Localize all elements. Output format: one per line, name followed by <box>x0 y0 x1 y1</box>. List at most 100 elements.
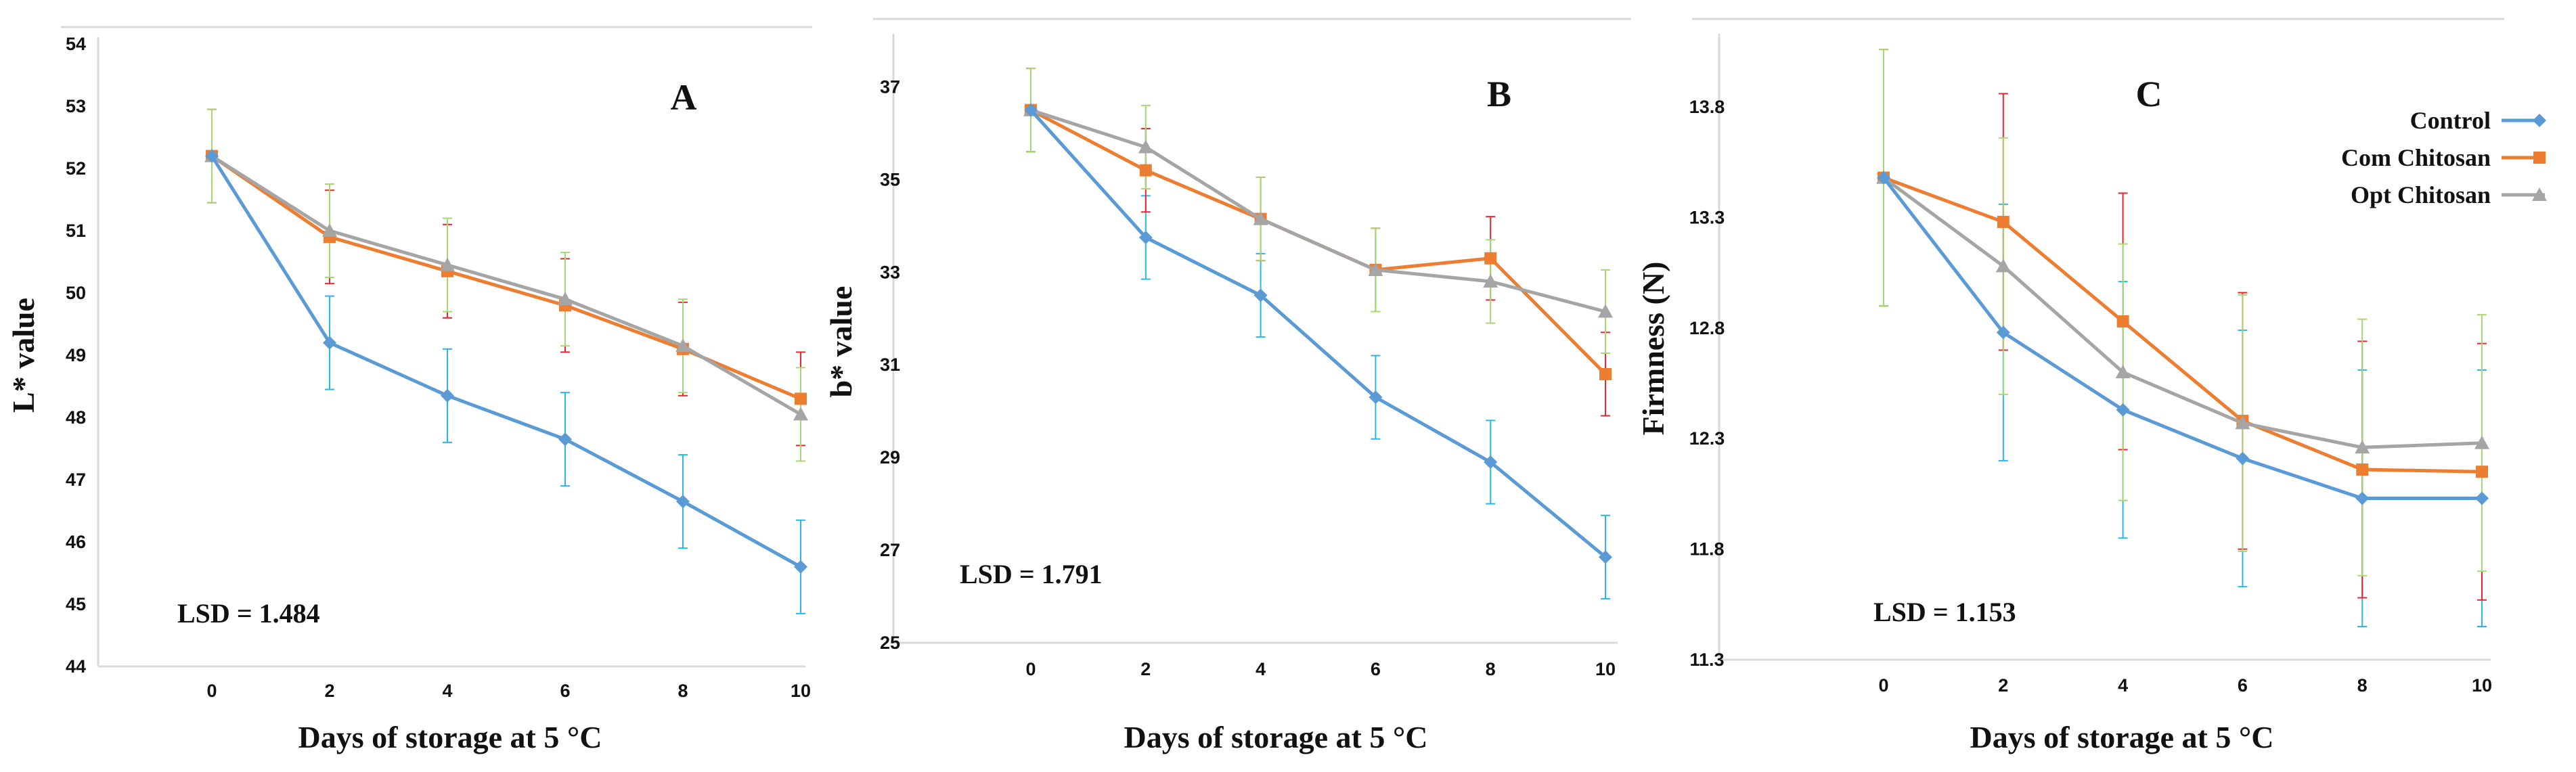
data-point-control <box>558 432 572 447</box>
legend-label-opt-chitosan: Opt Chitosan <box>2351 181 2491 208</box>
data-point-com-chitosan <box>1139 164 1152 177</box>
data-point-control <box>1599 550 1612 564</box>
x-tick-label: 2 <box>324 681 334 701</box>
data-point-control <box>2355 491 2370 505</box>
y-tick-label: 13.8 <box>1689 97 1725 117</box>
legend-label-control: Control <box>2410 107 2491 134</box>
y-axis-title: L* value <box>6 298 41 413</box>
y-tick-label: 33 <box>880 262 900 282</box>
data-point-opt-chitosan <box>2115 365 2131 379</box>
series-line-com-chitosan <box>1029 108 1607 376</box>
y-tick-label: 50 <box>66 283 86 303</box>
lsd-annotation: LSD = 1.153 <box>1873 597 2016 627</box>
y-tick-label: 35 <box>880 169 900 189</box>
x-tick-label: 2 <box>1140 659 1151 679</box>
data-point-opt-chitosan <box>1995 258 2011 273</box>
data-point-control <box>1877 171 1890 185</box>
x-axis-title: Days of storage at 5 °C <box>1124 720 1428 754</box>
x-tick-label: 0 <box>1878 675 1888 696</box>
y-tick-label: 11.3 <box>1689 650 1724 670</box>
series-line-opt-chitosan <box>1030 108 1606 313</box>
legend-marker-opt-chitosan <box>2532 187 2547 201</box>
series-line-control <box>210 155 802 568</box>
x-tick-label: 8 <box>2357 675 2368 696</box>
y-tick-label: 29 <box>880 447 900 468</box>
data-point-control <box>1484 455 1498 469</box>
legend-marker-control <box>2533 114 2546 127</box>
data-point-opt-chitosan <box>2474 435 2489 449</box>
y-tick-label: 12.8 <box>1689 318 1725 338</box>
data-point-control <box>794 560 807 574</box>
y-tick-label: 37 <box>880 76 900 97</box>
series-line-opt-chitosan <box>1882 176 2483 449</box>
y-axis-title: Firmness (N) <box>1636 262 1670 436</box>
data-point-control <box>1024 103 1038 117</box>
lsd-annotation: LSD = 1.791 <box>960 559 1103 589</box>
legend: Control Com Chitosan Opt Chitosan <box>2341 107 2547 208</box>
series-line-control <box>1882 177 2482 500</box>
data-point-com-chitosan <box>1484 252 1497 265</box>
x-tick-label: 10 <box>1595 659 1616 679</box>
y-tick-label: 48 <box>66 407 86 428</box>
panel-c: 11.3 11.8 12.3 12.8 13.3 13.8 0 2 4 6 8 10 Days of s… <box>1636 18 2547 754</box>
x-tick-label: 0 <box>1025 659 1036 679</box>
data-point-com-chitosan <box>1997 215 2009 228</box>
data-point-control <box>1138 230 1153 244</box>
x-tick-label: 6 <box>560 681 570 701</box>
data-point-opt-chitosan <box>558 292 573 306</box>
data-point-control <box>205 149 219 163</box>
x-tick-label: 4 <box>1256 659 1266 679</box>
y-tick-label: 47 <box>66 470 86 490</box>
y-tick-label: 31 <box>880 355 900 375</box>
data-point-control <box>2475 491 2489 505</box>
panel-b: 25 27 29 31 33 35 37 0 2 4 6 8 10 Days of storage at … <box>824 18 1631 754</box>
data-point-opt-chitosan <box>1598 304 1613 318</box>
y-tick-label: 44 <box>66 656 86 677</box>
series-line-com-chitosan <box>1883 176 2483 474</box>
data-point-control <box>441 388 454 403</box>
y-tick-label: 46 <box>66 532 86 552</box>
y-tick-label: 54 <box>66 34 86 54</box>
data-point-opt-chitosan <box>675 338 690 353</box>
x-tick-label: 8 <box>1486 659 1496 679</box>
x-tick-label: 0 <box>206 681 217 701</box>
x-tick-label: 4 <box>442 681 452 701</box>
panel-letter: B <box>1487 74 1511 114</box>
data-point-com-chitosan <box>2476 466 2488 478</box>
data-point-control <box>1253 288 1268 302</box>
x-axis-title: Days of storage at 5 °C <box>1970 720 2274 754</box>
data-point-control <box>2116 403 2130 417</box>
y-tick-label: 11.8 <box>1689 539 1724 560</box>
data-point-control <box>323 336 336 350</box>
data-point-control <box>2236 451 2250 466</box>
data-point-opt-chitosan <box>1483 274 1498 288</box>
x-tick-label: 6 <box>2238 675 2248 696</box>
data-point-opt-chitosan <box>2355 440 2370 454</box>
panel-letter: A <box>671 77 697 118</box>
y-tick-label: 53 <box>66 96 86 116</box>
legend-marker-com-chitosan <box>2533 152 2546 164</box>
data-point-opt-chitosan <box>1138 139 1153 154</box>
y-tick-label: 13.3 <box>1689 207 1725 227</box>
y-tick-label: 27 <box>880 540 900 560</box>
x-tick-label: 4 <box>2118 675 2128 696</box>
x-tick-label: 6 <box>1371 659 1381 679</box>
x-tick-label: 2 <box>1998 675 2008 696</box>
y-tick-label: 25 <box>880 633 900 653</box>
x-tick-label: 10 <box>2472 675 2492 696</box>
data-point-control <box>1996 325 2010 340</box>
series-line-opt-chitosan <box>210 154 802 416</box>
data-point-com-chitosan <box>2356 463 2369 476</box>
y-tick-label: 12.3 <box>1689 428 1725 449</box>
y-axis-title: b* value <box>824 286 858 398</box>
data-point-com-chitosan <box>795 392 807 405</box>
data-point-com-chitosan <box>2116 315 2129 328</box>
x-tick-label: 8 <box>678 681 688 701</box>
data-point-opt-chitosan <box>1368 262 1383 276</box>
lsd-annotation: LSD = 1.484 <box>177 598 320 629</box>
panel-letter: C <box>2136 74 2162 114</box>
y-tick-label: 45 <box>66 594 86 614</box>
data-point-opt-chitosan <box>440 257 455 271</box>
